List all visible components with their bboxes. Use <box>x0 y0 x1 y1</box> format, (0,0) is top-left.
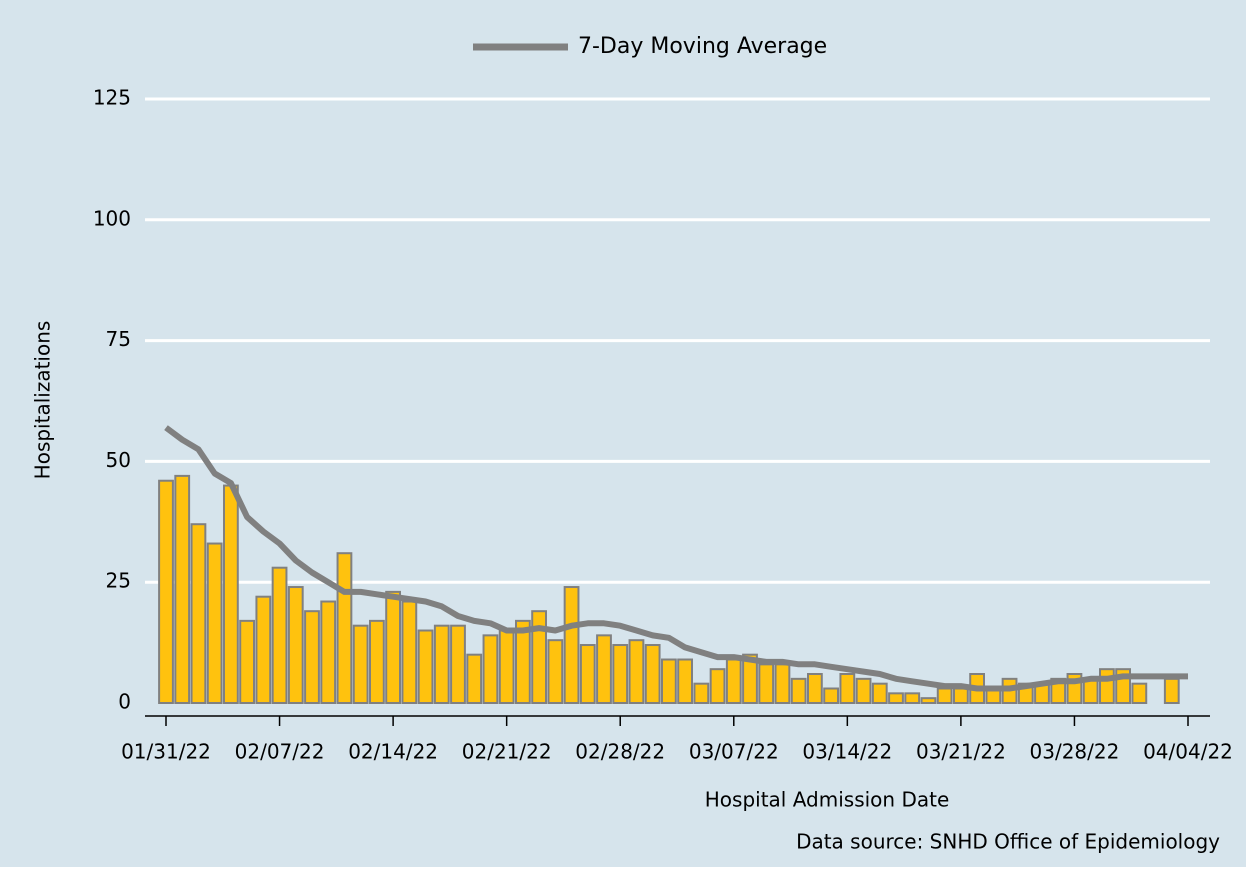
bar <box>742 653 758 704</box>
bar <box>563 586 580 704</box>
bar <box>239 619 256 705</box>
bar <box>304 610 320 705</box>
bar <box>871 682 888 704</box>
x-axis-title: Hospital Admission Date <box>705 788 950 812</box>
bar <box>417 629 434 705</box>
bar <box>790 677 807 705</box>
bar <box>823 687 840 705</box>
bar <box>336 552 353 705</box>
bar <box>352 624 369 704</box>
bar <box>385 590 402 705</box>
y-tick-label: 50 <box>106 448 131 472</box>
x-tick-label: 03/28/22 <box>1030 740 1120 764</box>
y-tick-label: 0 <box>118 690 131 714</box>
bar <box>287 586 304 704</box>
x-tick-label: 03/14/22 <box>802 740 892 764</box>
bar <box>320 600 337 705</box>
bar <box>531 610 548 705</box>
bar <box>774 663 791 704</box>
x-tick-label: 04/04/22 <box>1143 740 1233 764</box>
bar <box>1163 677 1180 705</box>
bar <box>888 692 904 704</box>
bar <box>855 677 872 705</box>
y-tick-label: 75 <box>106 327 131 351</box>
bar <box>271 566 288 704</box>
bar <box>401 600 418 705</box>
bar <box>206 542 223 704</box>
bar <box>514 619 531 705</box>
bar <box>547 639 564 705</box>
bar <box>725 658 742 705</box>
x-tick-label: 03/07/22 <box>689 740 779 764</box>
bar <box>579 644 596 704</box>
bar <box>839 673 856 704</box>
bar <box>190 523 207 704</box>
y-tick-label: 25 <box>106 569 131 593</box>
bar <box>677 658 694 705</box>
bar <box>920 697 937 705</box>
y-tick-label: 125 <box>93 86 131 110</box>
x-tick-label: 01/31/22 <box>121 740 211 764</box>
bar <box>1131 682 1148 704</box>
bar <box>806 673 823 704</box>
x-tick-label: 03/21/22 <box>916 740 1006 764</box>
bar <box>936 687 953 705</box>
bar <box>255 595 272 704</box>
bar <box>433 624 450 704</box>
bar <box>466 653 483 704</box>
bar <box>596 634 612 704</box>
x-tick-label: 02/07/22 <box>235 740 325 764</box>
y-tick-label: 100 <box>93 206 131 230</box>
bar <box>450 624 466 704</box>
bar <box>644 644 661 704</box>
moving-average-line <box>164 425 1188 692</box>
x-tick-label: 02/14/22 <box>348 740 438 764</box>
bar <box>1098 668 1115 705</box>
x-tick-label: 02/21/22 <box>462 740 552 764</box>
bar <box>174 474 191 704</box>
y-axis-title: Hospitalizations <box>31 321 55 480</box>
bar <box>904 692 921 704</box>
bar <box>612 644 629 704</box>
bar <box>952 687 969 705</box>
x-tick-label: 02/28/22 <box>575 740 665 764</box>
bar <box>482 634 499 704</box>
bar <box>222 484 239 704</box>
source-note: Data source: SNHD Office of Epidemiology <box>796 830 1220 854</box>
bar <box>628 639 645 705</box>
bar <box>758 663 775 704</box>
bar <box>660 658 677 705</box>
bar <box>368 619 385 705</box>
legend-label: 7-Day Moving Average <box>578 34 827 59</box>
bar <box>498 629 515 705</box>
bar <box>158 479 174 704</box>
bar <box>693 682 710 704</box>
bar <box>709 668 726 705</box>
